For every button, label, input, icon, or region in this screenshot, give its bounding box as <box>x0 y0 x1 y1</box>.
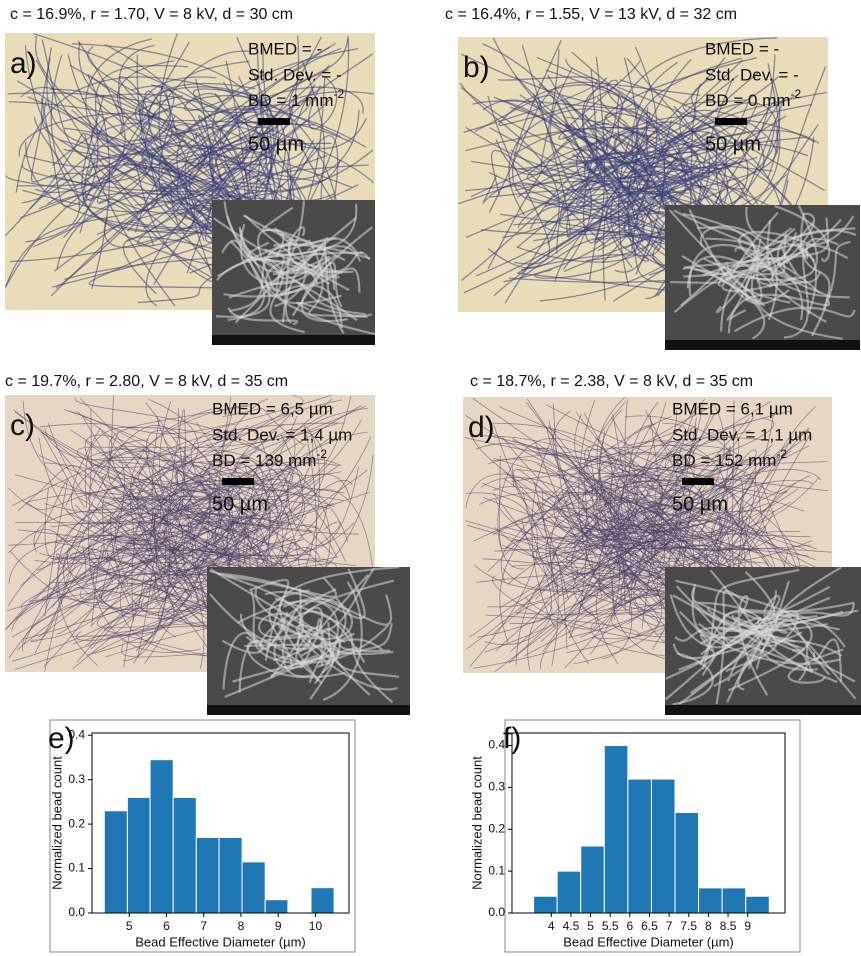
bmed: BMED = - <box>705 39 779 58</box>
bar <box>196 837 219 913</box>
bd-text: BD = 1 mm <box>248 91 334 110</box>
scale-bar <box>222 478 254 485</box>
scale-label: 50 µm <box>212 493 268 515</box>
bd-text: BD = 152 mm <box>672 451 776 470</box>
x-tick-label: 9 <box>744 919 751 933</box>
bar <box>311 888 334 913</box>
bd-sup: -2 <box>334 87 345 101</box>
x-tick-label: 5 <box>587 919 594 933</box>
x-tick-label: 8.5 <box>720 919 737 933</box>
bar <box>722 888 746 913</box>
bead-density: BD = 152 mm-2 <box>672 447 787 470</box>
panel-header: c = 18.7%, r = 2.38, V = 8 kV, d = 35 cm <box>470 373 753 390</box>
y-tick-label: 0.1 <box>68 861 85 875</box>
x-tick-label: 4 <box>548 919 555 933</box>
bd-sup: -2 <box>776 447 787 461</box>
x-tick-label: 7 <box>200 919 207 933</box>
x-tick-label: 8 <box>238 919 245 933</box>
bar <box>675 813 699 913</box>
chart-frame <box>50 720 355 952</box>
bar <box>104 811 127 913</box>
x-tick-label: 8 <box>705 919 712 933</box>
panel-label: d) <box>468 411 495 444</box>
y-axis-label: Normalized bead count <box>49 756 64 890</box>
x-tick-label: 4.5 <box>563 919 580 933</box>
panel-header: c = 16.9%, r = 1.70, V = 8 kV, d = 30 cm <box>10 6 293 23</box>
bar <box>581 846 605 913</box>
bar <box>557 871 581 913</box>
bar <box>265 900 288 913</box>
std-dev: Std. Dev. = 1,4 µm <box>212 425 352 444</box>
std-dev: Std. Dev. = 1,1 µm <box>672 425 812 444</box>
bead-density: BD = 1 mm-2 <box>248 87 344 110</box>
bar <box>628 779 652 913</box>
panel-label: a) <box>10 47 37 80</box>
panel-header: c = 16.4%, r = 1.55, V = 13 kV, d = 32 c… <box>445 6 737 23</box>
bar <box>242 862 265 913</box>
panel-label: f) <box>503 722 521 755</box>
scale-label: 50 µm <box>672 493 728 515</box>
bar <box>150 760 173 913</box>
bmed: BMED = - <box>248 39 322 58</box>
y-tick-label: 0.0 <box>68 905 85 919</box>
x-tick-label: 6 <box>626 919 633 933</box>
bar <box>173 797 196 913</box>
panel-label: c) <box>10 409 35 442</box>
sem-bar <box>665 705 861 715</box>
scale-bar <box>715 118 747 125</box>
figure: c = 16.9%, r = 1.70, V = 8 kV, d = 30 cm… <box>0 0 861 956</box>
y-tick-label: 0.0 <box>488 905 505 919</box>
y-axis-label: Normalized bead count <box>469 756 484 890</box>
bmed: BMED = 6,5 µm <box>212 399 333 418</box>
x-tick-label: 7 <box>666 919 673 933</box>
bar <box>127 797 150 913</box>
x-axis-label: Bead Effective Diameter (µm) <box>563 934 734 949</box>
x-tick-label: 5.5 <box>602 919 619 933</box>
bead-density: BD = 0 mm-2 <box>705 87 801 110</box>
scale-bar <box>682 478 714 485</box>
scale-label: 50 µm <box>705 133 761 155</box>
x-tick-label: 6 <box>163 919 170 933</box>
y-tick-label: 0.3 <box>488 780 505 794</box>
y-tick-label: 0.2 <box>68 816 85 830</box>
sem-bar <box>665 340 860 350</box>
y-tick-label: 0.1 <box>488 863 505 877</box>
x-tick-label: 7.5 <box>680 919 697 933</box>
bar <box>699 888 723 913</box>
x-tick-label: 9 <box>275 919 282 933</box>
panel-header: c = 19.7%, r = 2.80, V = 8 kV, d = 35 cm <box>5 373 288 390</box>
bar <box>651 779 675 913</box>
sem-bar <box>212 335 375 345</box>
x-axis-label: Bead Effective Diameter (µm) <box>135 934 306 949</box>
bar <box>604 746 628 913</box>
bd-sup: -2 <box>316 447 327 461</box>
bd-text: BD = 139 mm <box>212 451 316 470</box>
bar <box>219 837 242 913</box>
y-tick-label: 0.2 <box>488 821 505 835</box>
y-tick-label: 0.3 <box>68 772 85 786</box>
figure-canvas: c = 16.9%, r = 1.70, V = 8 kV, d = 30 cm… <box>0 0 861 956</box>
bar <box>534 896 558 913</box>
std-dev: Std. Dev. = - <box>248 65 342 84</box>
scale-bar <box>258 118 290 125</box>
std-dev: Std. Dev. = - <box>705 65 799 84</box>
sem-bar <box>207 705 410 715</box>
x-tick-label: 6.5 <box>641 919 658 933</box>
bmed: BMED = 6,1 µm <box>672 399 793 418</box>
x-tick-label: 10 <box>309 919 323 933</box>
x-tick-label: 5 <box>126 919 133 933</box>
panel-label: e) <box>48 722 75 755</box>
scale-label: 50 µm <box>248 133 304 155</box>
bead-density: BD = 139 mm-2 <box>212 447 327 470</box>
bd-sup: -2 <box>791 87 802 101</box>
bd-text: BD = 0 mm <box>705 91 791 110</box>
panel-label: b) <box>463 51 490 84</box>
bar <box>746 896 770 913</box>
